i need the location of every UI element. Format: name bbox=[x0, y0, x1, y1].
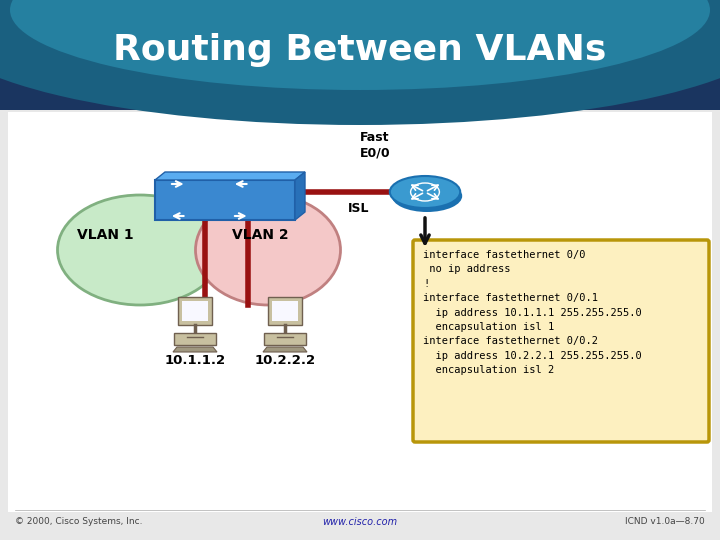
Polygon shape bbox=[173, 347, 217, 352]
Polygon shape bbox=[178, 297, 212, 325]
Polygon shape bbox=[295, 172, 305, 220]
Ellipse shape bbox=[0, 0, 720, 125]
Polygon shape bbox=[0, 105, 720, 540]
Polygon shape bbox=[272, 301, 298, 321]
Polygon shape bbox=[264, 333, 306, 345]
Ellipse shape bbox=[392, 180, 462, 212]
Polygon shape bbox=[263, 347, 307, 352]
Text: www.cisco.com: www.cisco.com bbox=[323, 517, 397, 527]
Polygon shape bbox=[155, 180, 295, 220]
Text: Fast
E0/0: Fast E0/0 bbox=[360, 131, 390, 159]
Text: © 2000, Cisco Systems, Inc.: © 2000, Cisco Systems, Inc. bbox=[15, 517, 143, 526]
Text: VLAN 1: VLAN 1 bbox=[77, 228, 133, 242]
Text: ISL: ISL bbox=[348, 202, 369, 215]
Polygon shape bbox=[0, 0, 720, 110]
Ellipse shape bbox=[390, 176, 460, 208]
Polygon shape bbox=[182, 301, 208, 321]
Text: 10.1.1.2: 10.1.1.2 bbox=[164, 354, 225, 367]
Polygon shape bbox=[174, 333, 216, 345]
Ellipse shape bbox=[10, 0, 710, 90]
Text: 10.2.2.2: 10.2.2.2 bbox=[254, 354, 315, 367]
Text: interface fastethernet 0/0
 no ip address
!
interface fastethernet 0/0.1
  ip ad: interface fastethernet 0/0 no ip address… bbox=[423, 250, 642, 375]
FancyBboxPatch shape bbox=[413, 240, 709, 442]
Text: ICND v1.0a—8.70: ICND v1.0a—8.70 bbox=[625, 517, 705, 526]
Ellipse shape bbox=[196, 195, 341, 305]
Polygon shape bbox=[268, 297, 302, 325]
Polygon shape bbox=[8, 112, 712, 512]
Text: Routing Between VLANs: Routing Between VLANs bbox=[113, 33, 607, 67]
Ellipse shape bbox=[58, 195, 222, 305]
Polygon shape bbox=[155, 172, 305, 180]
Text: VLAN 2: VLAN 2 bbox=[232, 228, 288, 242]
